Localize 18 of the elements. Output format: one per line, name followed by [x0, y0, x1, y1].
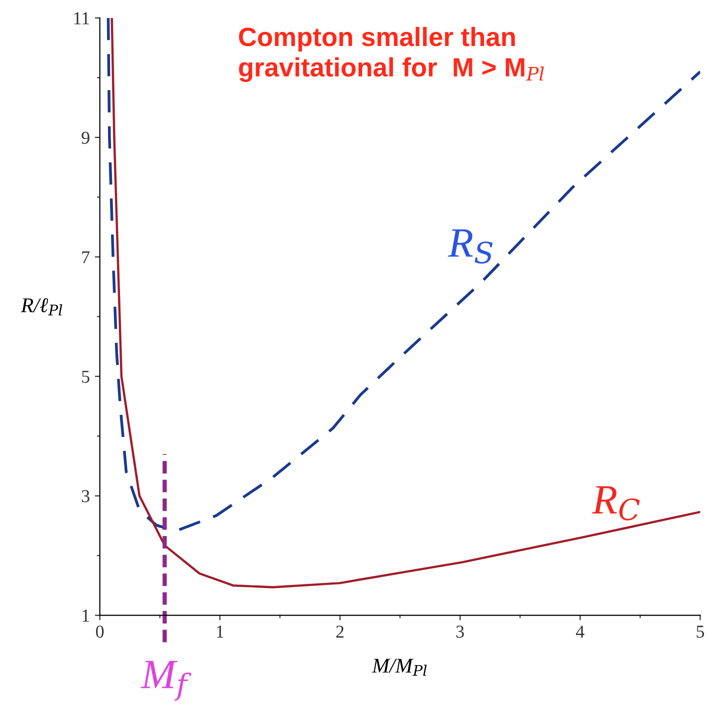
- x-axis-title: M/M$_{Pl}$: [372, 658, 427, 676]
- y-tick-label: 11: [74, 12, 90, 24]
- x-tick-label: 5: [696, 626, 704, 638]
- y-tick-label: 3: [82, 490, 90, 502]
- x-tick-label: 2: [336, 626, 344, 638]
- text: Compton smaller than gravitational for M > M$_{Pl}$: [239, 26, 544, 82]
- y-tick-label: 1: [82, 610, 90, 622]
- y-tick-label: 9: [82, 132, 90, 144]
- x-tick-label: 3: [456, 626, 464, 638]
- series-label: R$_{C}$: [592, 486, 640, 520]
- y-tick-label: 5: [82, 370, 90, 383]
- x-tick-label: 1: [216, 626, 224, 638]
- y-tick-label: 7: [82, 251, 90, 264]
- x-tick-label: 4: [576, 626, 584, 638]
- y-axis-title: R/ℓ$_{Pl}$: [20, 298, 62, 316]
- x-tick-label: 0: [96, 626, 104, 638]
- series-label: R$_{S}$: [448, 229, 493, 264]
- ref-line-label: M$_{f}$: [140, 660, 192, 701]
